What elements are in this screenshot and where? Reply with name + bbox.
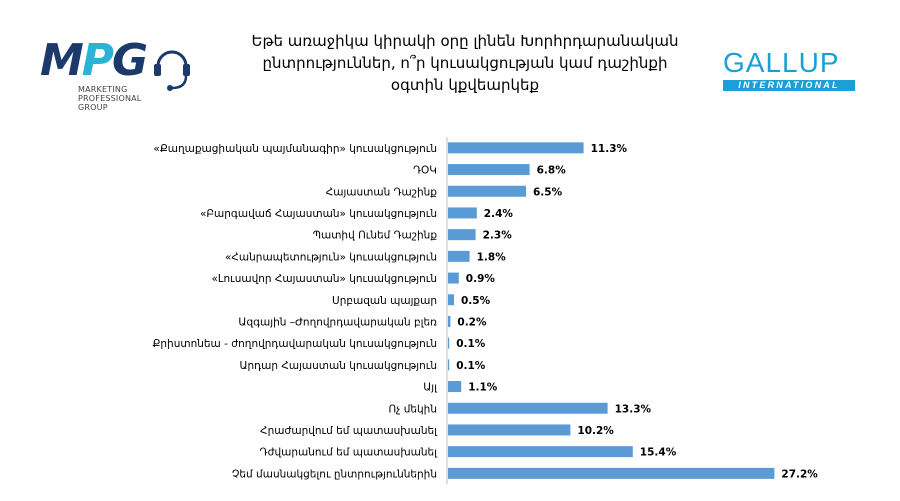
mpg-subtitle-line: PROFESSIONAL (78, 94, 142, 103)
category-label: Արդար Հայաստան կուսակցություն (239, 360, 437, 372)
category-label: ԴՕԿ (413, 165, 437, 177)
value-label: 0.1% (456, 338, 486, 350)
bar (448, 315, 451, 327)
bar (448, 337, 450, 349)
gallup-logo-band: INTERNATIONAL (723, 80, 855, 91)
category-label: «Լուսավոր Հայաստան» կուսակցություն (211, 273, 437, 285)
category-label: «Քաղաքացիական պայմանագիր» կուսակցություն (153, 143, 437, 155)
value-label: 0.9% (466, 273, 496, 285)
bar (448, 446, 633, 458)
value-label: 27.2% (781, 468, 818, 480)
mpg-logo-subtitle: MARKETING PROFESSIONAL GROUP (78, 85, 141, 112)
bar (448, 381, 462, 393)
bar (448, 359, 450, 371)
value-label: 6.8% (537, 165, 567, 177)
category-label: Դժվարանում եմ պատասխանել (260, 447, 438, 459)
value-label: 13.3% (615, 403, 652, 415)
category-label: Պատիվ Ունեմ Դաշինք (313, 230, 438, 242)
bar (448, 402, 608, 414)
category-label: «Հանրապետություն» կուսակցություն (225, 251, 437, 263)
value-label: 0.1% (456, 360, 486, 372)
mpg-logo: MPG MARKETING PROFESSIONAL GROUP (40, 38, 190, 120)
category-label: Չեմ մասնակցելու ընտրություններին (232, 468, 437, 480)
bar (448, 164, 530, 176)
gallup-logo: GALLUP INTERNATIONAL (723, 48, 863, 92)
category-label: Հրաժարվում եմ պատասխանել (260, 425, 438, 437)
bar (448, 424, 571, 436)
value-label: 2.4% (484, 208, 514, 220)
chart-title-line: ընտրություններ, ո՞ր կուսակցության կամ դա… (262, 54, 668, 72)
mpg-logo-letter: M (40, 35, 84, 86)
mpg-subtitle-line: MARKETING (78, 85, 128, 94)
chart-title: Եթե առաջիկա կիրակի օրը լինեն Խորհրդարանա… (230, 30, 700, 96)
category-label: «Բարգավաճ Հայաստան» կուսակցություն (200, 208, 437, 220)
value-label: 1.1% (468, 382, 498, 394)
chart-title-line: օգտին կքվեարկեք (390, 76, 540, 94)
bar (448, 207, 477, 219)
bar (448, 185, 526, 197)
value-label: 11.3% (591, 143, 628, 155)
headset-icon (154, 50, 190, 91)
value-label: 1.8% (477, 251, 507, 263)
mpg-logo-letter: G (112, 35, 148, 86)
bar (448, 142, 584, 154)
value-label: 0.2% (457, 316, 487, 328)
category-label: Ազգային –Ժողովրդավարական բլեռ (238, 316, 437, 328)
value-label: 6.5% (533, 186, 563, 198)
mpg-subtitle-line: GROUP (78, 103, 108, 112)
gallup-logo-word: GALLUP (723, 47, 840, 78)
mpg-logo-letter: P (81, 35, 114, 86)
category-label: Ոչ մեկին (388, 403, 437, 415)
chart-title-line: Եթե առաջիկա կիրակի օրը լինեն Խորհրդարանա… (251, 32, 679, 50)
bar (448, 272, 459, 284)
bar (448, 229, 476, 241)
category-label: Քրիստոնեա - ժողովրդավարական կուսակցությո… (152, 338, 437, 350)
value-label: 2.3% (483, 230, 513, 242)
value-label: 0.5% (461, 295, 491, 307)
bar (448, 294, 454, 306)
value-label: 15.4% (640, 447, 677, 459)
value-label: 10.2% (577, 425, 614, 437)
category-label: Այլ (423, 382, 438, 394)
category-label: Սրբազան պայքար (332, 295, 437, 307)
bar (448, 250, 470, 262)
category-label: Հայաստան Դաշինք (326, 186, 438, 198)
mpg-logo-letters: MPG (40, 35, 148, 86)
bar (448, 467, 775, 479)
